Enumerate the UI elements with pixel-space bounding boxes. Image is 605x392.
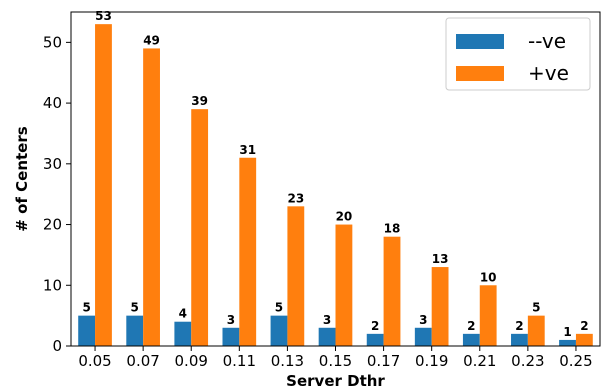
bar-positive-0.11 (239, 157, 257, 346)
x-tick-label: 0.19 (415, 352, 448, 370)
data-label: 18 (384, 222, 401, 236)
data-label: 20 (336, 210, 353, 224)
bar-positive-0.09 (191, 109, 209, 346)
x-tick-label: 0.21 (463, 352, 496, 370)
legend-label-negative: --ve (528, 29, 566, 53)
legend: --ve +ve (445, 17, 591, 91)
y-tick-label: 10 (43, 276, 62, 294)
legend-swatch-positive (456, 66, 504, 81)
data-label: 10 (480, 270, 497, 284)
bar-negative-0.05 (78, 315, 96, 346)
bar-negative-0.19 (414, 327, 432, 346)
data-label: 23 (287, 191, 304, 205)
bar-positive-0.15 (335, 224, 353, 346)
data-label: 2 (580, 319, 588, 333)
x-axis-title: Server Dthr (286, 372, 385, 390)
data-label: 5 (131, 301, 139, 315)
bar-negative-0.17 (366, 333, 384, 346)
bar-positive-0.17 (383, 236, 401, 346)
x-tick-label: 0.15 (319, 352, 352, 370)
bar-positive-0.21 (479, 285, 497, 346)
data-label: 39 (191, 94, 208, 108)
y-tick-label: 50 (43, 33, 62, 51)
x-tick-label: 0.09 (175, 352, 208, 370)
data-label: 5 (82, 301, 90, 315)
y-tick-label: 20 (43, 216, 62, 234)
bar-negative-0.23 (511, 333, 528, 346)
data-label: 5 (532, 301, 540, 315)
data-label: 53 (95, 9, 112, 23)
data-label: 3 (323, 313, 331, 327)
bar-negative-0.09 (174, 321, 192, 346)
bar-negative-0.25 (559, 339, 576, 346)
y-tick-label: 0 (52, 337, 62, 355)
data-label: 2 (515, 319, 523, 333)
x-tick-label: 0.11 (223, 352, 256, 370)
data-label: 31 (239, 143, 256, 157)
x-tick-label: 0.07 (126, 352, 159, 370)
bar-negative-0.07 (126, 315, 144, 346)
legend-label-positive: +ve (528, 61, 569, 85)
x-tick-label: 0.17 (367, 352, 400, 370)
bar-positive-0.25 (575, 333, 593, 346)
y-axis-title: # of Centers (13, 126, 31, 231)
bar-negative-0.11 (222, 327, 240, 346)
axes: 0.05 0.07 0.09 0.11 0.13 0.15 0.17 0.19 0.21 0.23… (43, 33, 593, 370)
data-label: 3 (419, 313, 427, 327)
bar-positive-0.07 (143, 48, 160, 346)
x-tick-label: 0.25 (559, 352, 592, 370)
data-label: 4 (179, 307, 187, 321)
bar-negative-0.15 (318, 327, 336, 346)
x-tick-label: 0.05 (78, 352, 111, 370)
data-label: 1 (563, 325, 571, 339)
bar-negative-0.13 (270, 315, 288, 346)
bar-positive-0.13 (287, 206, 305, 346)
data-label: 2 (371, 319, 379, 333)
legend-swatch-negative (456, 34, 504, 49)
bar-positive-0.19 (431, 267, 449, 346)
data-label: 5 (275, 301, 283, 315)
data-label: 2 (467, 319, 475, 333)
x-tick-label: 0.23 (511, 352, 544, 370)
data-label: 49 (143, 33, 160, 47)
data-label: 3 (227, 313, 235, 327)
y-tick-label: 30 (43, 155, 62, 173)
bar-positive-0.05 (95, 24, 112, 347)
x-tick-label: 0.13 (271, 352, 304, 370)
data-label: 13 (432, 252, 449, 266)
y-tick-label: 40 (43, 94, 62, 112)
bar-positive-0.23 (527, 315, 545, 346)
bar-negative-0.21 (462, 333, 480, 346)
